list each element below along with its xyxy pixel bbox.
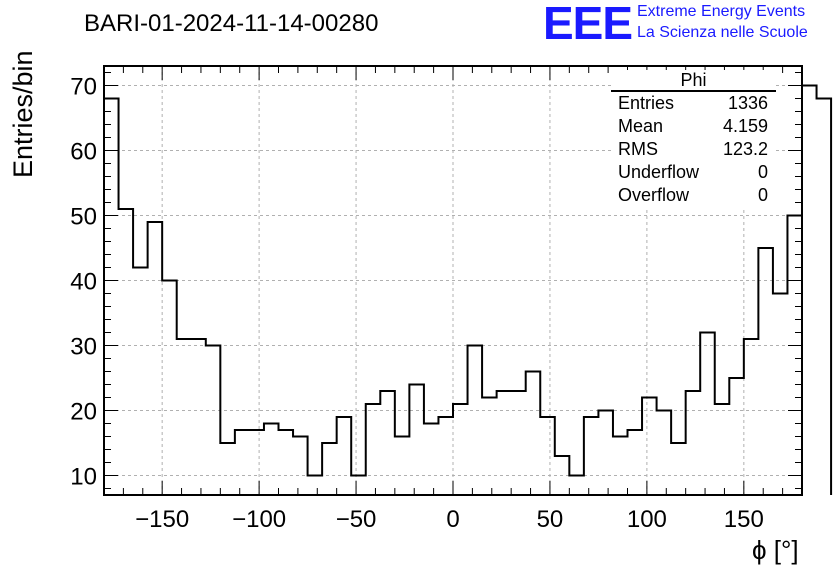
stats-value: 1336	[727, 93, 768, 113]
logo-line-1: Extreme Energy Events	[637, 3, 806, 20]
stats-value: 0	[757, 185, 768, 205]
histogram-bar	[409, 385, 424, 496]
x-tick-label: −50	[336, 506, 377, 533]
histogram-bar	[177, 339, 192, 495]
histogram-bar	[424, 424, 439, 496]
histogram-bar	[148, 222, 163, 495]
histogram-bar	[468, 346, 483, 496]
histogram-bar	[279, 430, 294, 495]
stats-label: Mean	[618, 116, 664, 136]
stats-row-mean: Mean 4.159	[611, 115, 776, 138]
histogram-bar	[438, 417, 453, 495]
y-tick-label: 50	[70, 204, 97, 231]
histogram-bar	[671, 443, 686, 495]
stats-label: Overflow	[618, 185, 690, 205]
histogram-bar	[729, 378, 744, 495]
histogram-bar	[119, 209, 134, 495]
stats-box: Phi Entries 1336 Mean 4.159 RMS 123.2 Un…	[611, 70, 776, 207]
histogram-bar	[584, 417, 599, 495]
histogram-bar	[642, 398, 657, 496]
x-tick-label: 150	[724, 506, 764, 533]
histogram-bar	[220, 443, 235, 495]
histogram-bar	[613, 437, 628, 496]
stats-row-rms: RMS 123.2	[611, 138, 776, 161]
stats-label: RMS	[618, 139, 658, 159]
logo-line-2: La Scienza nelle Scuole	[637, 24, 808, 41]
stats-value: 123.2	[722, 139, 768, 159]
histogram-bar	[104, 99, 119, 496]
y-tick-label: 10	[70, 464, 97, 491]
histogram-bar	[133, 268, 148, 496]
histogram-bar	[395, 437, 410, 496]
histogram-bar	[540, 417, 555, 495]
histogram-bar	[235, 430, 250, 495]
y-axis-label: Entries/bin	[8, 50, 38, 178]
histogram-bar	[351, 476, 366, 496]
histogram-bar	[308, 476, 323, 496]
stats-row-underflow: Underflow 0	[611, 161, 776, 184]
x-tick-label: −150	[135, 506, 189, 533]
histogram-bar	[337, 417, 352, 495]
histogram-bar	[555, 456, 570, 495]
eee-logo: EEE	[543, 0, 633, 49]
histogram-bar	[657, 411, 672, 496]
histogram-bar	[598, 411, 613, 496]
x-tick-label: 100	[627, 506, 667, 533]
histogram-bar	[366, 404, 381, 495]
histogram-bar	[249, 430, 264, 495]
stats-title: Phi	[611, 70, 776, 92]
y-tick-label: 60	[70, 139, 97, 166]
y-tick-label: 30	[70, 334, 97, 361]
y-tick-label: 20	[70, 399, 97, 426]
histogram-bar	[453, 404, 468, 495]
histogram-bar	[191, 339, 206, 495]
y-tick-label: 70	[70, 74, 97, 101]
histogram-bar	[715, 404, 730, 495]
y-tick-label: 40	[70, 269, 97, 296]
histogram-bar	[511, 391, 526, 495]
chart-title: BARI-01-2024-11-14-00280	[84, 10, 379, 37]
histogram-bar	[686, 391, 701, 495]
histogram-bar	[206, 346, 221, 496]
stats-row-overflow: Overflow 0	[611, 184, 776, 207]
histogram-bar	[482, 398, 497, 496]
histogram-bar	[628, 430, 643, 495]
histogram-bar	[773, 294, 788, 496]
stats-label: Entries	[618, 93, 675, 113]
histogram-bar	[758, 248, 773, 495]
histogram-bars	[103, 84, 833, 496]
histogram-bar	[802, 86, 817, 496]
x-tick-label: 0	[446, 506, 459, 533]
stats-value: 0	[757, 162, 768, 182]
x-axis-label: ϕ [°]	[752, 535, 799, 565]
histogram-bar	[787, 216, 802, 496]
histogram-bar	[264, 424, 279, 496]
histogram-bar	[497, 391, 512, 495]
histogram-bar	[817, 99, 832, 496]
histogram-bar	[322, 443, 337, 495]
x-tick-label: 50	[537, 506, 564, 533]
stats-row-entries: Entries 1336	[611, 92, 776, 115]
histogram-bar	[526, 372, 541, 496]
histogram-bar	[744, 339, 759, 495]
histogram-bar	[293, 437, 308, 496]
histogram-bar	[162, 281, 177, 496]
histogram-outline	[103, 84, 833, 495]
x-tick-label: −100	[232, 506, 286, 533]
axes: −150 −100 −50 0 50 100 150 10 20 30 40 50 60 70	[70, 65, 803, 533]
stats-value: 4.159	[722, 116, 768, 136]
stats-label: Underflow	[618, 162, 700, 182]
histogram-bar	[700, 333, 715, 496]
histogram-bar	[380, 391, 395, 495]
histogram-bar	[569, 476, 584, 496]
